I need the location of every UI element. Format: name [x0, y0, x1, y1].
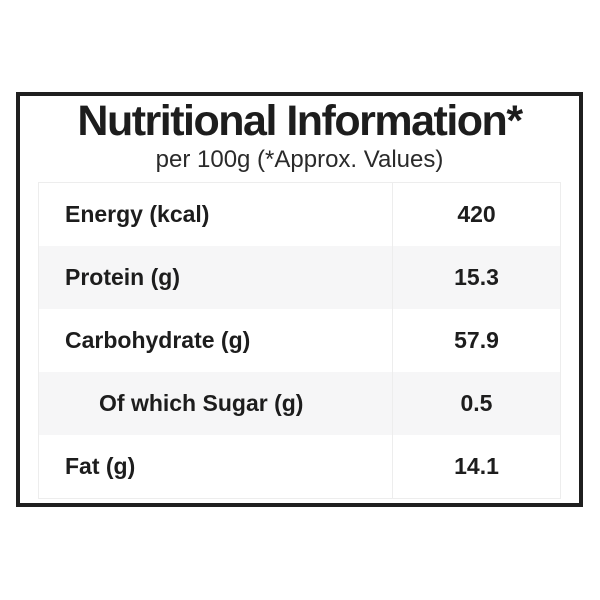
label-title: Nutritional Information* [77, 97, 523, 145]
label-subtitle: per 100g (*Approx. Values) [155, 146, 444, 174]
table-row-fat: Fat (g) 14.1 [39, 435, 560, 499]
nutrition-label-panel: Nutritional Information* per 100g (*Appr… [16, 92, 583, 507]
nutrient-value: 14.1 [454, 453, 499, 480]
nutrient-value: 0.5 [460, 390, 493, 417]
nutrient-label: Carbohydrate (g) [39, 309, 393, 373]
nutrient-value: 57.9 [454, 327, 499, 354]
nutrient-value: 420 [457, 201, 496, 228]
nutrient-label: Protein (g) [39, 246, 393, 310]
table-row-energy: Energy (kcal) 420 [39, 183, 560, 247]
nutrient-label: Fat (g) [39, 435, 393, 499]
table-row-sugar: Of which Sugar (g) 0.5 [39, 372, 560, 436]
table-row-carbohydrate: Carbohydrate (g) 57.9 [39, 309, 560, 373]
nutrition-table: Energy (kcal) 420 Protein (g) 15.3 Carbo… [38, 182, 561, 500]
nutrient-label: Energy (kcal) [39, 183, 393, 247]
table-row-protein: Protein (g) 15.3 [39, 246, 560, 310]
nutrient-label: Of which Sugar (g) [39, 372, 393, 436]
nutrient-value: 15.3 [454, 264, 499, 291]
